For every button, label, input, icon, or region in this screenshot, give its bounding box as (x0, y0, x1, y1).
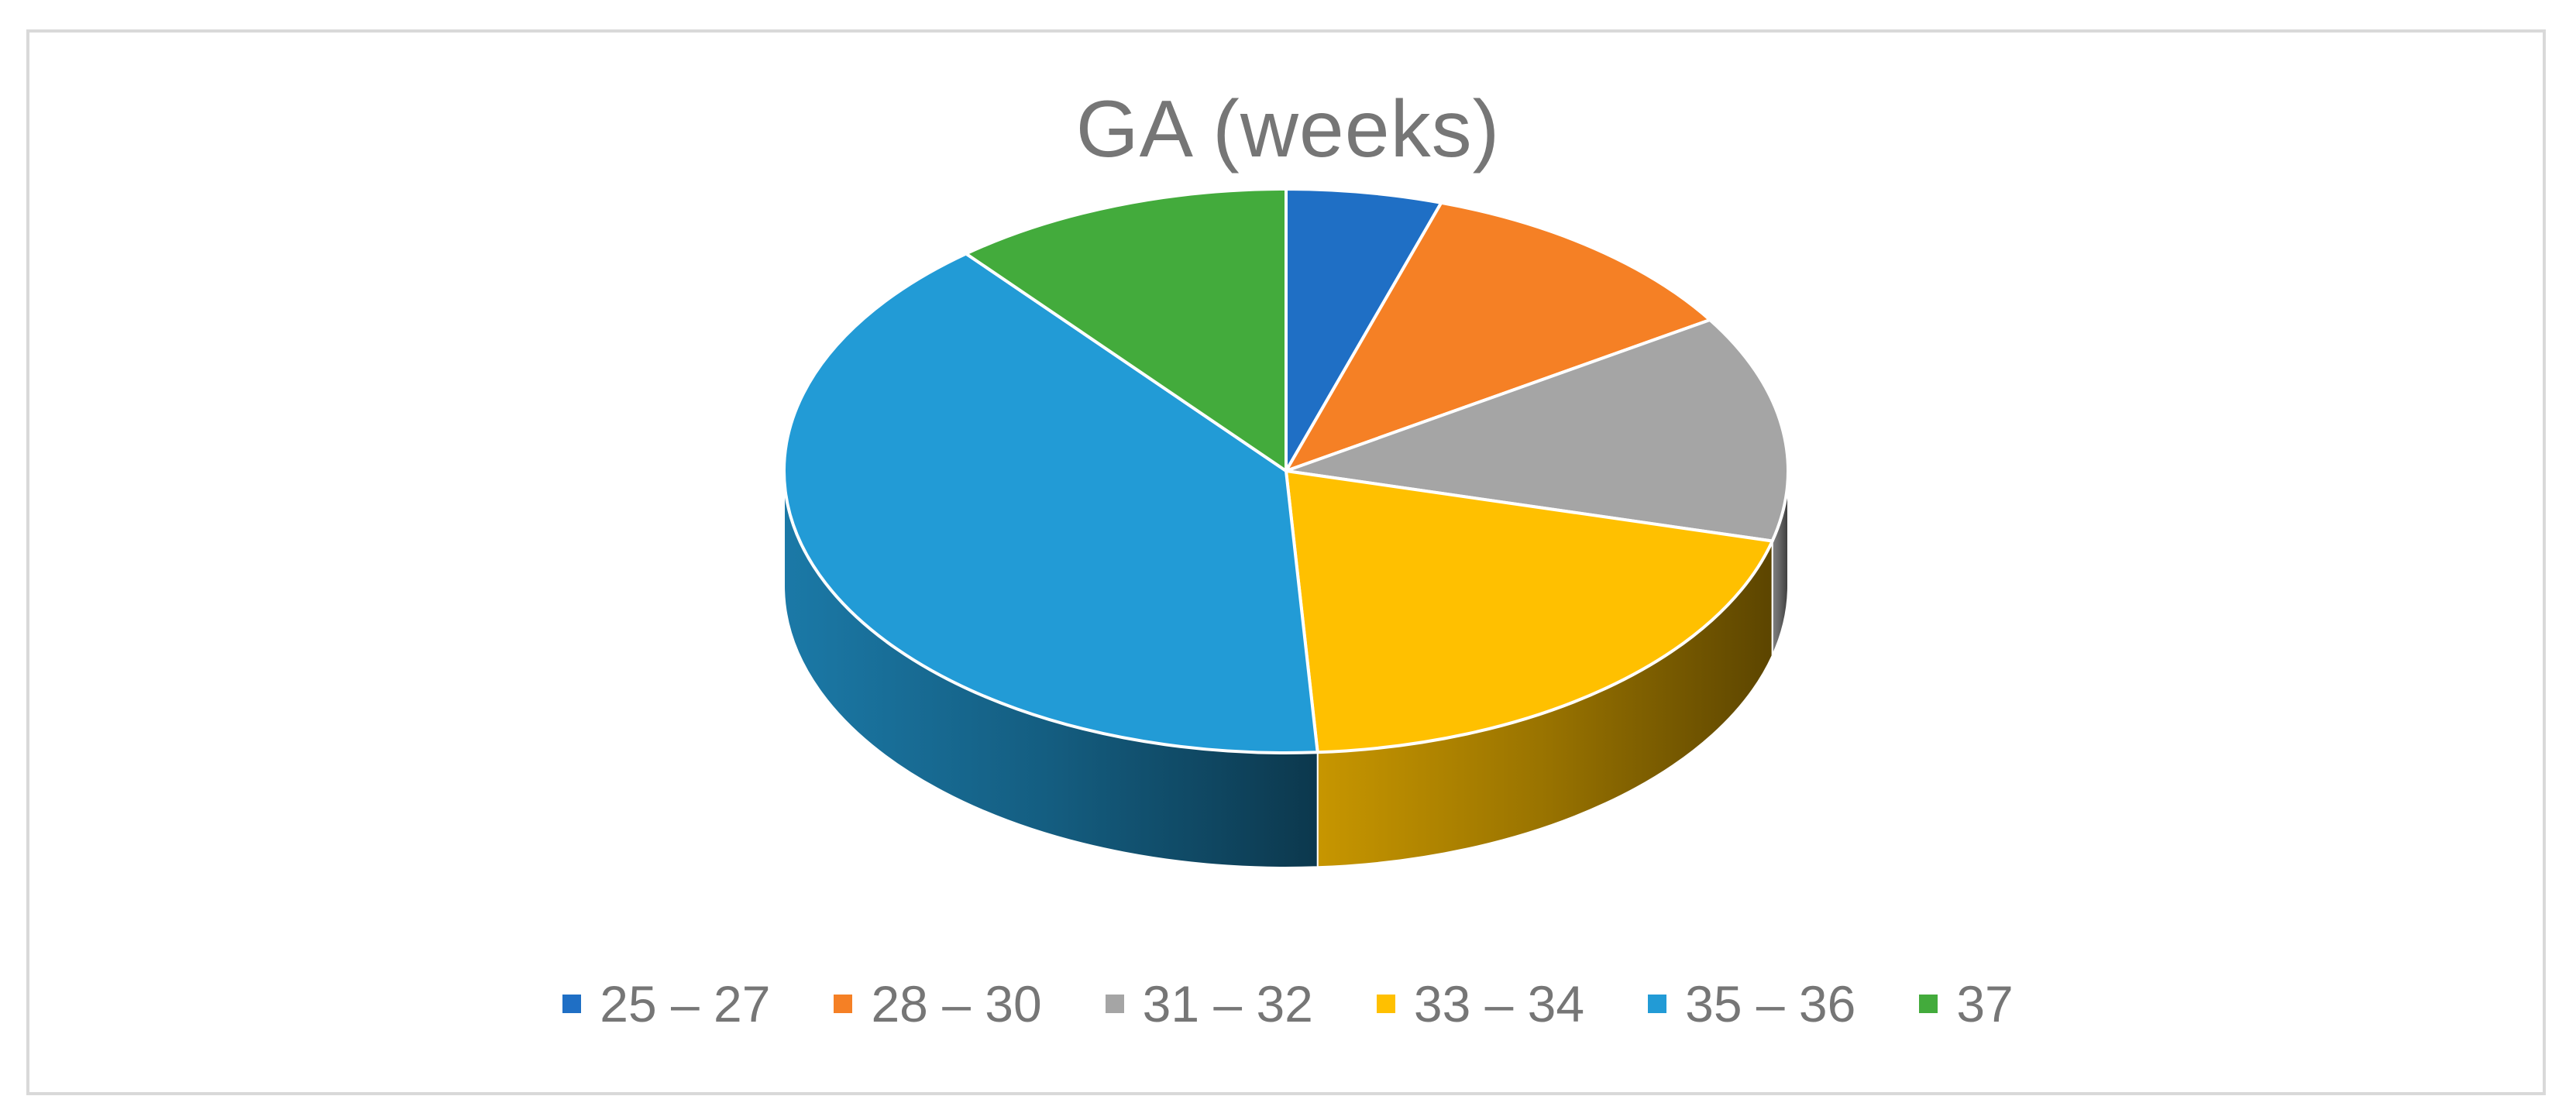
pie-top (782, 187, 1790, 754)
pie-slice-33-34 (1285, 469, 1774, 754)
legend-swatch (1919, 995, 1938, 1013)
legend-label: 37 (1956, 975, 2014, 1032)
legend-item-25-27: 25 – 27 (562, 974, 770, 1033)
legend-swatch (1105, 995, 1124, 1013)
legend-item-33-34: 33 – 34 (1376, 974, 1585, 1033)
legend-label: 25 – 27 (600, 975, 771, 1032)
legend-label: 35 – 36 (1685, 975, 1856, 1032)
chart-legend: 25 – 27 28 – 30 31 – 32 33 – 34 35 – 36 37 (0, 974, 2576, 1033)
legend-label: 28 – 30 (871, 975, 1042, 1032)
legend-item-31-32: 31 – 32 (1105, 974, 1313, 1033)
legend-label: 31 – 32 (1142, 975, 1313, 1032)
legend-swatch (1648, 995, 1667, 1013)
pie-slice-31-32 (1285, 318, 1790, 543)
legend-label: 33 – 34 (1413, 975, 1585, 1032)
legend-item-28-30: 28 – 30 (834, 974, 1042, 1033)
pie-slice-25-27 (1285, 187, 1443, 472)
pie-slice-35-36 (782, 252, 1319, 754)
pie-slice-28-30 (1285, 201, 1712, 472)
legend-swatch (834, 995, 853, 1013)
legend-swatch (562, 995, 582, 1013)
legend-item-35-36: 35 – 36 (1648, 974, 1855, 1033)
chart-title: GA (weeks) (1075, 84, 1501, 174)
legend-swatch (1376, 995, 1395, 1013)
legend-item-37: 37 (1919, 974, 2014, 1033)
pie-slice-37 (964, 187, 1288, 472)
